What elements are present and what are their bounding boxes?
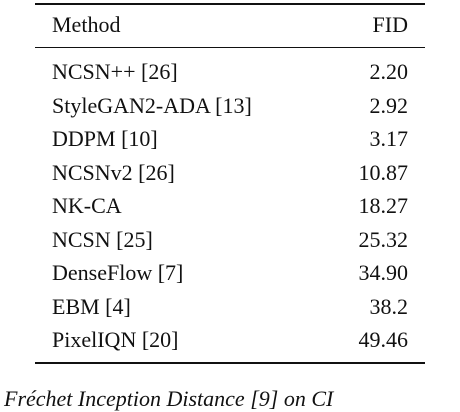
fid-cell: 38.2 — [369, 293, 409, 319]
fid-cell: 18.27 — [358, 193, 409, 218]
method-cell: StyleGAN2-ADA [13] — [52, 92, 252, 118]
method-cell: NCSN++ [26] — [52, 59, 178, 84]
bottom-rule — [35, 362, 425, 364]
method-cell: PixelIQN [20] — [52, 327, 179, 352]
method-cell: NK-CA — [52, 193, 122, 218]
method-cell: DDPM [10] — [52, 126, 158, 151]
fid-cell: 10.87 — [358, 159, 409, 185]
fid-cell: 2.92 — [369, 92, 409, 118]
header-cell: FID — [372, 12, 408, 37]
method-cell: EBM [4] — [52, 293, 131, 319]
fid-cell: 34.90 — [358, 260, 409, 285]
method-cell: NCSNv2 [26] — [52, 159, 175, 185]
fid-cell: 49.46 — [358, 327, 409, 352]
method-cell: NCSN [25] — [52, 226, 153, 252]
method-cell: DenseFlow [7] — [52, 260, 184, 285]
caption: Fréchet Inception Distance [9] on CI — [4, 386, 334, 411]
fid-cell: 3.17 — [369, 126, 409, 151]
mid-rule — [35, 47, 425, 48]
top-rule — [35, 3, 425, 5]
header-cell: Method — [52, 12, 121, 37]
fid-cell: 25.32 — [358, 226, 409, 252]
fid-cell: 2.20 — [369, 59, 409, 84]
page: {"table": { "header": ["Method", "FID"],… — [4, 3, 425, 411]
